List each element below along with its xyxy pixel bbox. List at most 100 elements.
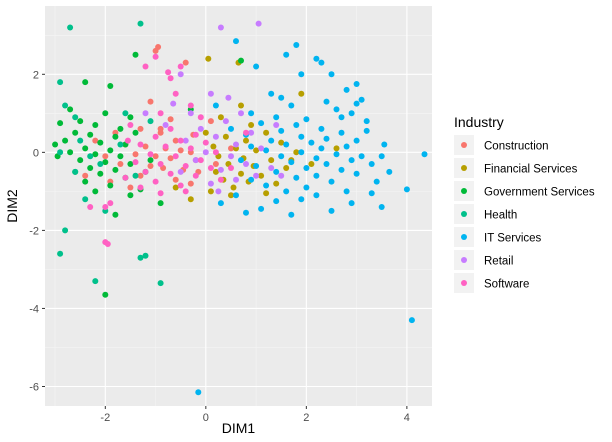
legend-label: Retail (484, 256, 513, 268)
data-point (167, 170, 174, 177)
data-point (62, 102, 69, 109)
data-point (258, 120, 265, 127)
data-point (72, 168, 79, 175)
data-point (107, 200, 114, 207)
data-point (57, 79, 64, 86)
data-point (67, 149, 74, 156)
data-point (177, 182, 184, 189)
data-point (381, 141, 388, 148)
data-point (255, 20, 262, 27)
y-tick-label: 2 (33, 69, 39, 81)
data-point (82, 79, 89, 86)
data-point (343, 143, 350, 150)
data-point (104, 241, 111, 247)
data-point (157, 280, 164, 287)
data-point (172, 153, 179, 160)
data-point (222, 118, 229, 125)
data-point (243, 137, 249, 144)
data-point (62, 137, 69, 144)
data-point (353, 81, 360, 87)
data-point (197, 114, 204, 121)
data-point (207, 90, 214, 97)
data-point (87, 131, 94, 138)
legend-items: Construction Financial Services Government… (454, 135, 595, 293)
data-point (132, 51, 139, 58)
data-point (87, 153, 94, 160)
data-point (283, 141, 290, 148)
data-point (368, 161, 375, 167)
data-point (97, 170, 104, 177)
data-point (238, 110, 244, 117)
x-axis-title: DIM1 (222, 420, 256, 436)
data-point (298, 90, 305, 97)
data-point (132, 172, 139, 179)
data-point (57, 149, 64, 156)
data-point (288, 102, 295, 109)
data-point (195, 389, 202, 396)
data-point (142, 143, 149, 150)
data-point (157, 125, 164, 132)
data-point (343, 86, 350, 93)
data-point (248, 129, 255, 136)
data-point (258, 145, 265, 152)
data-point (157, 161, 164, 167)
data-point (268, 165, 275, 171)
legend-label: Software (484, 279, 529, 291)
data-point (172, 184, 179, 191)
data-point (77, 157, 84, 164)
data-point (253, 147, 260, 154)
axis-ticks: -2 0 2 4 -6 -4 -2 0 2 (29, 69, 410, 424)
data-point (273, 198, 280, 205)
data-point (378, 204, 385, 210)
data-point (328, 207, 335, 214)
data-point (152, 53, 159, 60)
data-point (77, 118, 84, 125)
data-point (217, 176, 224, 183)
data-point (293, 174, 300, 181)
data-point (263, 182, 270, 189)
data-point (207, 188, 214, 195)
data-point (263, 190, 270, 197)
data-point (112, 166, 119, 173)
data-point (142, 252, 149, 259)
data-point (112, 211, 119, 218)
legend-marker (461, 188, 467, 194)
data-point (117, 125, 124, 132)
data-point (228, 145, 234, 152)
data-point (172, 176, 179, 183)
data-point (333, 145, 340, 152)
data-point (132, 151, 139, 158)
data-point (87, 165, 94, 171)
data-point (132, 129, 139, 136)
data-point (238, 57, 244, 64)
data-point (165, 69, 172, 76)
data-point (378, 153, 385, 160)
data-point (82, 196, 89, 203)
data-point (72, 129, 79, 136)
data-point (215, 188, 222, 195)
data-point (278, 94, 285, 101)
data-point (122, 110, 129, 117)
data-point (313, 192, 320, 199)
data-point (192, 131, 199, 138)
legend-label: Government Services (484, 187, 595, 199)
data-point (253, 172, 260, 179)
data-point (313, 172, 320, 179)
data-point (328, 71, 335, 78)
data-point (167, 75, 174, 82)
data-point (283, 188, 290, 195)
data-point (177, 137, 184, 144)
data-point (177, 71, 184, 78)
data-point (212, 133, 219, 140)
data-point (187, 196, 194, 203)
data-point (263, 129, 270, 136)
data-point (273, 168, 280, 175)
data-point (207, 165, 214, 171)
data-point (258, 172, 265, 179)
legend-marker (461, 211, 467, 217)
legend-label: IT Services (484, 233, 542, 245)
data-point (217, 114, 224, 121)
data-point (102, 291, 109, 298)
data-point (92, 137, 99, 144)
data-point (82, 145, 89, 152)
